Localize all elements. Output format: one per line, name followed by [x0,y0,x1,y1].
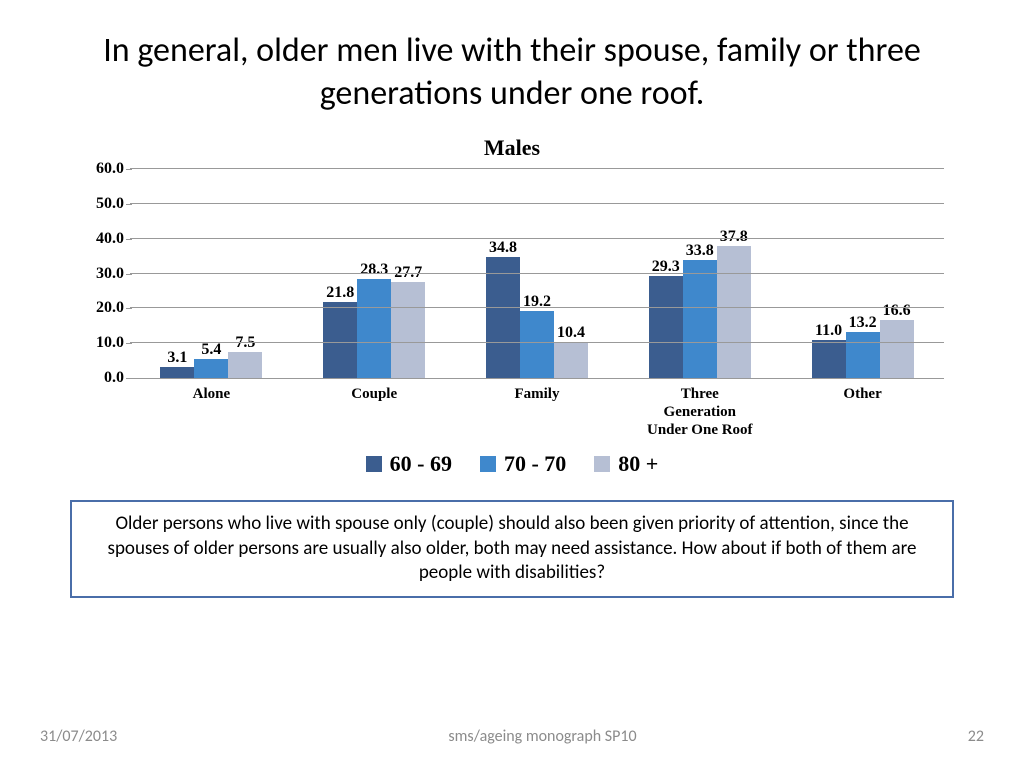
legend-label: 80 + [618,451,658,477]
bar: 21.8 [323,302,357,378]
bar-group: 29.333.837.8 [618,169,781,378]
bar-group: 11.013.216.6 [781,169,944,378]
bar: 37.8 [717,246,751,378]
bar-group: 21.828.327.7 [293,169,456,378]
chart-title: Males [70,135,954,161]
legend-label: 60 - 69 [390,451,452,477]
slide-root: In general, older men live with their sp… [0,0,1024,768]
bar-value-label: 11.0 [815,322,842,340]
bar: 11.0 [812,340,846,378]
legend-swatch [366,456,382,472]
bar: 33.8 [683,260,717,378]
bar: 10.4 [554,342,588,378]
bar: 28.3 [357,279,391,378]
note-box: Older persons who live with spouse only … [70,500,954,598]
legend: 60 - 69 70 - 70 80 + [70,451,954,478]
x-axis-labels: AloneCoupleFamilyThreeGenerationUnder On… [130,379,944,439]
legend-swatch [594,456,610,472]
y-tick-label: 50.0 [80,195,124,213]
bar: 34.8 [486,257,520,378]
x-tick-label: Family [456,379,619,439]
footer-date: 31/07/2013 [40,727,117,746]
y-tick-label: 20.0 [80,299,124,317]
bar: 13.2 [846,332,880,378]
bar: 16.6 [880,320,914,378]
y-tick-label: 0.0 [80,369,124,387]
bar: 27.7 [391,282,425,378]
bar-groups: 3.15.47.521.828.327.734.819.210.429.333.… [130,169,944,378]
bar-group: 34.819.210.4 [456,169,619,378]
y-tick-label: 30.0 [80,265,124,283]
bar: 19.2 [520,311,554,378]
y-tick-label: 10.0 [80,334,124,352]
legend-item: 80 + [594,451,658,477]
gridline [130,307,944,308]
bar-value-label: 16.6 [883,302,911,320]
gridline [130,238,944,239]
bar-value-label: 33.8 [686,242,714,260]
legend-swatch [480,456,496,472]
y-tick-label: 40.0 [80,230,124,248]
slide-title: In general, older men live with their sp… [70,30,954,115]
bar-value-label: 34.8 [489,239,517,257]
gridline [130,342,944,343]
footer-page: 22 [968,727,984,746]
bar-value-label: 19.2 [523,293,551,311]
x-tick-label: ThreeGenerationUnder One Roof [618,379,781,439]
footer-center: sms/ageing monograph SP10 [448,727,636,746]
x-tick-label: Other [781,379,944,439]
bar: 29.3 [649,276,683,378]
bar-value-label: 5.4 [201,341,221,359]
gridline [130,273,944,274]
chart-container: Males 3.15.47.521.828.327.734.819.210.42… [70,135,954,478]
bar: 7.5 [228,352,262,378]
bar: 5.4 [194,359,228,378]
bar-value-label: 3.1 [167,349,187,367]
legend-label: 70 - 70 [504,451,566,477]
x-tick-label: Alone [130,379,293,439]
gridline [130,168,944,169]
x-tick-label: Couple [293,379,456,439]
footer: 31/07/2013 sms/ageing monograph SP10 22 [0,727,1024,746]
bar-group: 3.15.47.5 [130,169,293,378]
y-tick-label: 60.0 [80,160,124,178]
legend-item: 70 - 70 [480,451,566,477]
bar-value-label: 28.3 [360,261,388,279]
bar: 3.1 [160,367,194,378]
plot-area: 3.15.47.521.828.327.734.819.210.429.333.… [130,169,944,379]
bar-value-label: 21.8 [326,284,354,302]
bar-value-label: 13.2 [849,314,877,332]
bar-value-label: 10.4 [557,324,585,342]
gridline [130,203,944,204]
legend-item: 60 - 69 [366,451,452,477]
